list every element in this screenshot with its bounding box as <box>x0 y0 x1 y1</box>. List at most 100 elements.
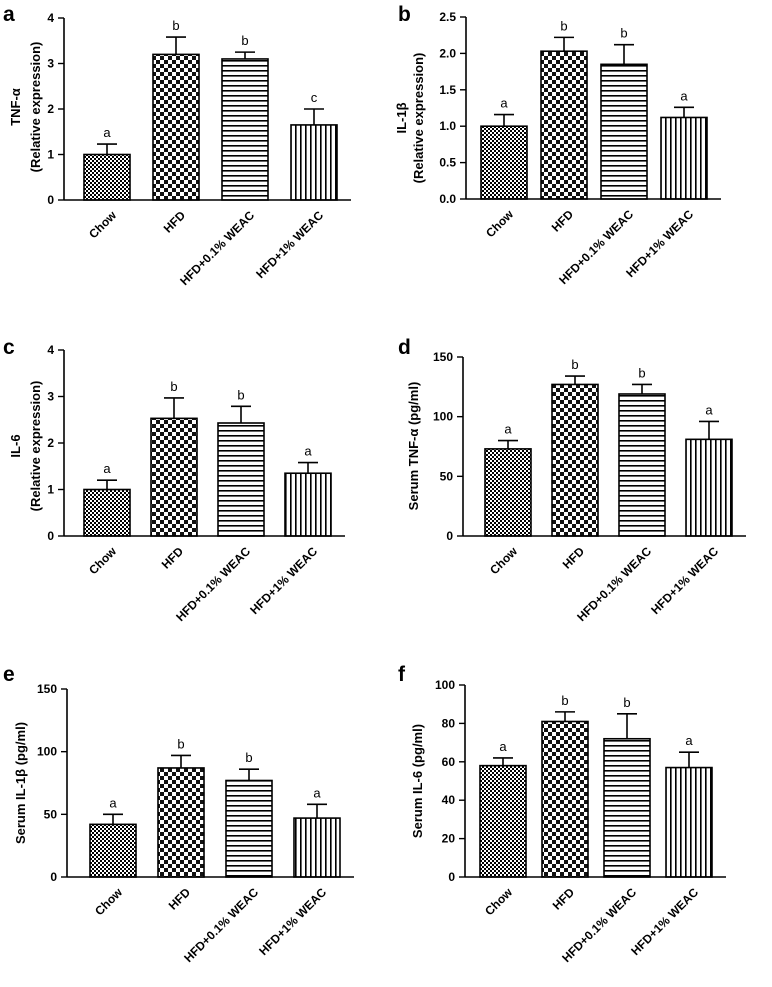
x-category-label: HFD+1% WEAC <box>247 544 320 617</box>
significance-letter: b <box>170 379 177 394</box>
y-tick-label: 0 <box>446 529 453 543</box>
y-tick-label: 100 <box>433 410 453 424</box>
bars: a b b c <box>83 18 338 201</box>
significance-letter: a <box>313 785 321 800</box>
y-tick-label: 3 <box>47 57 54 71</box>
y-tick-label: 1.0 <box>439 119 456 133</box>
bar-hfd-0-1-weac <box>217 422 265 537</box>
x-category-label: Chow <box>482 885 515 918</box>
significance-letter: b <box>241 33 248 48</box>
x-category-label: HFD <box>550 885 578 913</box>
y-tick-label: 0 <box>448 870 455 884</box>
bar-hfd-0-1-weac <box>618 393 666 537</box>
x-category-label: HFD+1% WEAC <box>648 544 721 617</box>
y-tick-label: 3 <box>47 390 54 404</box>
significance-letter: b <box>561 693 568 708</box>
axes <box>66 689 354 878</box>
y-tick-label: 2 <box>47 436 54 450</box>
bar-hfd-0-1-weac <box>225 779 273 878</box>
bar-hfd <box>551 383 599 537</box>
y-tick-label: 1 <box>47 148 54 162</box>
significance-letter: c <box>311 90 318 105</box>
x-category-label: HFD <box>161 208 189 236</box>
axes <box>462 357 746 537</box>
bar-hfd-1-weac <box>293 817 341 878</box>
panel-letter: a <box>3 3 15 26</box>
axes <box>63 350 345 537</box>
panel-b: b IL-1β (Relative expression) 0.0 0.5 1.0 1… <box>394 3 721 287</box>
y-tick-label: 1.5 <box>439 83 456 97</box>
y-axis-label-line2: (Relative expression) <box>28 381 43 512</box>
bar-chow <box>83 153 131 201</box>
x-category-label: HFD+0.1% WEAC <box>181 885 261 965</box>
y-tick-label: 1 <box>47 483 54 497</box>
bars: a b b a <box>89 736 341 878</box>
significance-letter: b <box>623 695 630 710</box>
bar-hfd-1-weac <box>660 116 708 200</box>
panel-f: f Serum IL-6 (pg/ml) 0 20 40 60 80 100 a b b a C… <box>398 663 726 965</box>
y-tick-label: 60 <box>442 755 456 769</box>
significance-letter: b <box>571 357 578 372</box>
x-category-label: HFD+1% WEAC <box>256 885 329 958</box>
panel-letter: f <box>398 663 406 686</box>
y-axis-label: Serum IL-1β (pg/ml) <box>13 722 28 844</box>
bar-hfd-1-weac <box>290 124 338 201</box>
significance-letter: a <box>304 444 312 459</box>
bar-chow <box>484 448 532 537</box>
x-category-label: Chow <box>483 207 516 240</box>
y-axis-label-line1: IL-6 <box>8 434 23 457</box>
significance-letter: a <box>103 125 111 140</box>
y-tick-label: 100 <box>435 678 455 692</box>
y-tick-label: 40 <box>442 793 456 807</box>
significance-letter: a <box>103 461 111 476</box>
y-axis-label: Serum IL-6 (pg/ml) <box>410 724 425 838</box>
y-axis-ticks: 0 1 2 3 4 <box>47 343 64 543</box>
significance-letter: b <box>172 18 179 33</box>
y-tick-label: 0 <box>47 193 54 207</box>
bar-hfd <box>540 50 588 200</box>
y-axis-ticks: 0 50 100 150 <box>433 350 463 543</box>
x-category-label: Chow <box>487 544 520 577</box>
y-tick-label: 0.0 <box>439 192 456 206</box>
panel-letter: b <box>398 3 411 26</box>
bar-hfd-0-1-weac <box>603 737 651 878</box>
y-tick-label: 50 <box>440 469 454 483</box>
y-axis-label-line1: TNF-α <box>8 88 23 126</box>
x-category-label: HFD <box>159 544 187 572</box>
significance-letter: b <box>177 736 184 751</box>
bar-hfd <box>157 767 205 878</box>
bars: a b b a <box>479 693 713 878</box>
axes <box>63 18 351 201</box>
x-category-label: HFD+0.1% WEAC <box>173 544 253 624</box>
significance-letter: a <box>680 88 688 103</box>
x-category-label: HFD+0.1% WEAC <box>177 208 257 288</box>
x-category-label: HFD+0.1% WEAC <box>574 544 654 624</box>
x-category-label: HFD+1% WEAC <box>253 208 326 281</box>
x-category-label: Chow <box>92 885 125 918</box>
bar-hfd-1-weac <box>284 472 332 537</box>
panel-letter: d <box>398 336 411 359</box>
y-tick-label: 4 <box>47 11 54 25</box>
panel-c: c IL-6 (Relative expression) 0 1 2 3 4 a b ba … <box>3 336 345 624</box>
significance-letter: a <box>500 96 508 111</box>
x-category-label: HFD <box>560 544 588 572</box>
y-tick-label: 150 <box>433 350 453 364</box>
y-tick-label: 0 <box>50 870 57 884</box>
significance-letter: b <box>620 26 627 41</box>
x-category-label: HFD+1% WEAC <box>628 885 701 958</box>
x-category-label: Chow <box>86 544 119 577</box>
significance-letter: a <box>109 795 117 810</box>
bars: a b b a <box>83 379 332 537</box>
bar-chow <box>480 125 528 200</box>
bar-hfd-0-1-weac <box>600 63 648 200</box>
bar-hfd-1-weac <box>685 438 733 537</box>
significance-letter: b <box>237 387 244 402</box>
y-tick-label: 20 <box>442 832 456 846</box>
significance-letter: a <box>499 739 507 754</box>
significance-letter: b <box>245 750 252 765</box>
x-category-label: Chow <box>86 208 119 241</box>
